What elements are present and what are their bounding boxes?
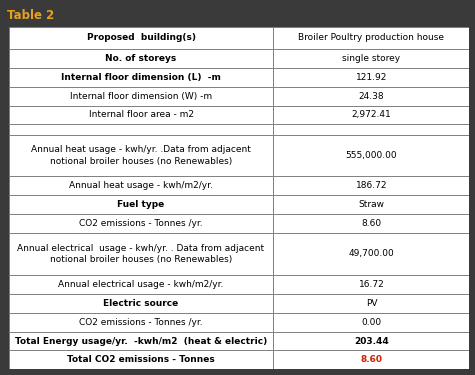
Bar (9, 294, 274, 313)
Bar (274, 68, 469, 87)
Bar (9, 87, 274, 105)
Text: Total Energy usage/yr.  -kwh/m2  (heat & electric): Total Energy usage/yr. -kwh/m2 (heat & e… (15, 336, 267, 345)
Text: single storey: single storey (342, 54, 400, 63)
Text: Internal floor dimension (L)  -m: Internal floor dimension (L) -m (61, 73, 221, 82)
Bar (9, 195, 274, 214)
Bar (9, 49, 274, 68)
Bar (274, 124, 469, 135)
Bar (274, 135, 469, 176)
Text: Annual electrical usage - kwh/m2/yr.: Annual electrical usage - kwh/m2/yr. (58, 280, 224, 289)
Bar (274, 195, 469, 214)
Text: Fuel type: Fuel type (117, 200, 165, 209)
Bar (9, 313, 274, 332)
Text: 0.00: 0.00 (361, 318, 381, 327)
Bar (9, 332, 274, 351)
Bar (274, 332, 469, 351)
Bar (274, 49, 469, 68)
Bar (9, 214, 274, 233)
Bar (274, 87, 469, 105)
Text: Annual heat usage - kwh/yr. .Data from adjacent
notional broiler houses (no Rene: Annual heat usage - kwh/yr. .Data from a… (31, 145, 251, 166)
Bar (9, 351, 274, 369)
Bar (9, 124, 274, 135)
Bar (274, 233, 469, 275)
Text: 16.72: 16.72 (359, 280, 384, 289)
Bar (274, 105, 469, 125)
Bar (9, 27, 274, 49)
Text: Total CO2 emissions - Tonnes: Total CO2 emissions - Tonnes (67, 356, 215, 364)
Bar (9, 135, 274, 176)
Bar (274, 313, 469, 332)
Text: CO2 emissions - Tonnes /yr.: CO2 emissions - Tonnes /yr. (79, 318, 203, 327)
Text: Proposed  building(s): Proposed building(s) (86, 33, 196, 42)
Text: Annual heat usage - kwh/m2/yr.: Annual heat usage - kwh/m2/yr. (69, 182, 213, 190)
Text: 555,000.00: 555,000.00 (346, 151, 397, 160)
Bar (274, 351, 469, 369)
Bar (9, 68, 274, 87)
Text: 24.38: 24.38 (359, 92, 384, 100)
Bar (274, 275, 469, 294)
Text: Broiler Poultry production house: Broiler Poultry production house (298, 33, 445, 42)
Text: Internal floor dimension (W) -m: Internal floor dimension (W) -m (70, 92, 212, 100)
Text: 186.72: 186.72 (356, 182, 387, 190)
Text: 2,972.41: 2,972.41 (352, 111, 391, 120)
Text: No. of storeys: No. of storeys (105, 54, 177, 63)
Text: 8.60: 8.60 (361, 356, 382, 364)
Text: Table 2: Table 2 (7, 9, 54, 22)
Text: 8.60: 8.60 (361, 219, 381, 228)
Text: 121.92: 121.92 (356, 73, 387, 82)
Text: Electric source: Electric source (104, 298, 179, 307)
Bar (9, 176, 274, 195)
Text: Straw: Straw (359, 200, 384, 209)
Bar (274, 176, 469, 195)
Bar (9, 233, 274, 275)
Bar (274, 294, 469, 313)
Text: 203.44: 203.44 (354, 336, 389, 345)
Text: PV: PV (366, 298, 377, 307)
Text: CO2 emissions - Tonnes /yr.: CO2 emissions - Tonnes /yr. (79, 219, 203, 228)
Bar (9, 275, 274, 294)
Bar (274, 214, 469, 233)
Bar (274, 27, 469, 49)
Bar (9, 105, 274, 125)
Text: Internal floor area - m2: Internal floor area - m2 (88, 111, 193, 120)
Text: Annual electrical  usage - kwh/yr. . Data from adjacent
notional broiler houses : Annual electrical usage - kwh/yr. . Data… (18, 244, 265, 264)
Text: 49,700.00: 49,700.00 (349, 249, 394, 258)
